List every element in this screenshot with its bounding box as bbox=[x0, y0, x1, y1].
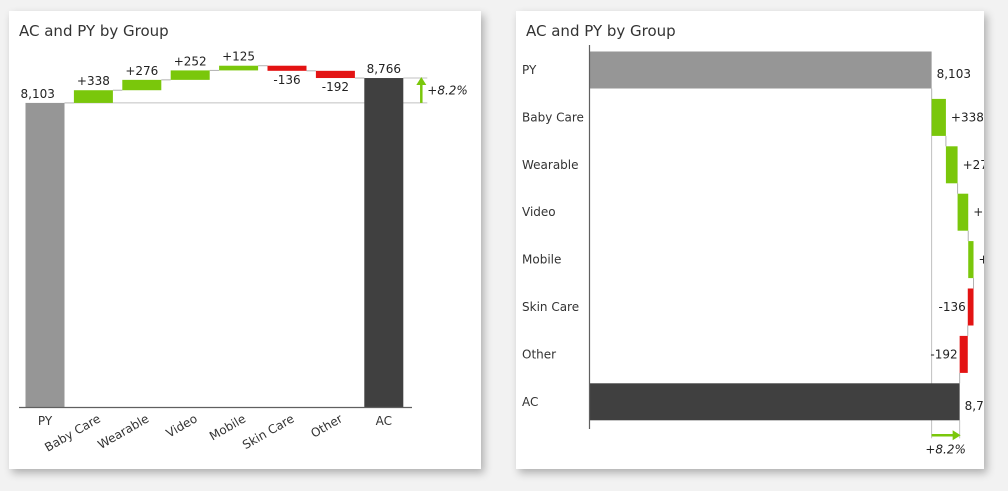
delta-annotation: +8.2% bbox=[427, 83, 468, 97]
tick-label-video: Video bbox=[522, 205, 556, 219]
data-label-mobile: +125 bbox=[222, 50, 255, 64]
data-label-baby-care: +338 bbox=[77, 74, 110, 88]
delta-arrow-head bbox=[416, 77, 427, 86]
tick-label-skin-care: Skin Care bbox=[240, 411, 296, 452]
data-label-baby-care: +338 bbox=[951, 110, 984, 124]
tick-label-skin-care: Skin Care bbox=[522, 300, 579, 314]
bar-py bbox=[589, 51, 932, 89]
tick-label-video: Video bbox=[164, 411, 200, 440]
bar-ac bbox=[589, 383, 960, 421]
bar-skin-care bbox=[267, 65, 307, 71]
bar-mobile bbox=[219, 65, 259, 71]
bar-skin-care bbox=[967, 288, 974, 326]
data-label-video: +252 bbox=[973, 205, 984, 219]
data-label-other: -192 bbox=[322, 80, 349, 94]
bar-video bbox=[957, 193, 969, 231]
chart-title: AC and PY by Group bbox=[526, 22, 676, 40]
tick-label-py: PY bbox=[522, 63, 537, 77]
tick-label-baby-care: Baby Care bbox=[522, 110, 584, 124]
tick-label-other: Other bbox=[308, 411, 345, 440]
chart-panel-vertical: AC and PY by Group 8,103 +338 +276 +252 +125… bbox=[9, 11, 481, 469]
bar-baby-care bbox=[73, 90, 113, 103]
bar-wearable bbox=[122, 79, 162, 91]
data-label-ac: 8,766 bbox=[367, 62, 401, 76]
data-label-py: 8,103 bbox=[937, 67, 971, 81]
waterfall-chart-vertical: 8,103+338+276+252 +125-136-1928,766PYBaby… bbox=[19, 50, 468, 455]
data-label-other: -192 bbox=[930, 347, 957, 361]
data-label-video: +252 bbox=[174, 54, 207, 68]
bar-ac bbox=[364, 78, 404, 408]
tick-label-wearable: Wearable bbox=[522, 158, 579, 172]
tick-label-ac: AC bbox=[522, 395, 538, 409]
data-label-skin-care: -136 bbox=[939, 300, 966, 314]
data-label-mobile: +125 bbox=[979, 253, 984, 267]
bar-other bbox=[959, 335, 968, 373]
bar-wearable bbox=[945, 146, 958, 184]
bar-baby-care bbox=[931, 98, 946, 136]
waterfall-chart-horizontal: PY Baby Care Wearable Video Mobile Skin Care O… bbox=[522, 45, 984, 456]
delta-arrow-head bbox=[952, 430, 961, 441]
tick-label-ac: AC bbox=[376, 414, 392, 428]
chart-title: AC and PY by Group bbox=[19, 22, 169, 40]
bar-other bbox=[315, 70, 355, 79]
bar-py bbox=[25, 102, 65, 408]
data-label-ac: 8,766 bbox=[965, 399, 984, 413]
tick-label-mobile: Mobile bbox=[522, 253, 561, 267]
data-label-py: 8,103 bbox=[21, 87, 55, 101]
bar-mobile bbox=[968, 241, 974, 279]
tick-label-py: PY bbox=[38, 414, 53, 428]
data-label-wearable: +276 bbox=[963, 158, 984, 172]
delta-annotation: +8.2% bbox=[925, 442, 966, 456]
chart-panel-horizontal: AC and PY by Group PY Baby Care Wearable Vi… bbox=[516, 11, 984, 469]
data-label-wearable: +276 bbox=[125, 64, 158, 78]
tick-label-wearable: Wearable bbox=[95, 411, 151, 451]
tick-label-other: Other bbox=[522, 347, 556, 361]
bar-video bbox=[170, 70, 210, 80]
data-label-skin-care: -136 bbox=[273, 73, 300, 87]
